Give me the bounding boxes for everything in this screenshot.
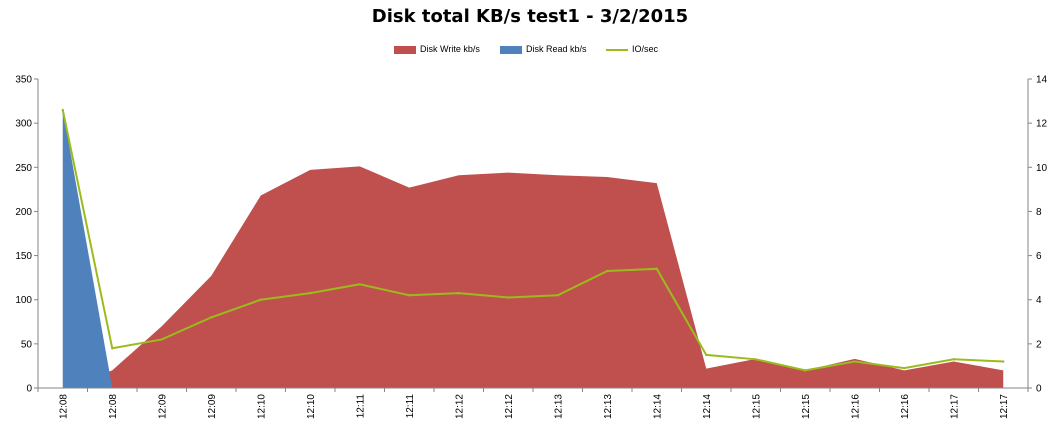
y-tick-label-left: 50: [21, 339, 33, 350]
x-tick-label: 12:10: [256, 394, 267, 419]
area-disk-write-kb-s: [62, 166, 1004, 388]
legend-item-disk-read: Disk Read kb/s: [500, 42, 587, 56]
point-io-sec: [408, 294, 411, 297]
x-tick-label: 12:16: [850, 394, 861, 419]
line-io-sec: [61, 109, 1004, 372]
y-tick-label-right: 12: [1036, 119, 1048, 130]
point-io-sec: [853, 360, 856, 363]
point-io-sec: [61, 108, 64, 112]
x-tick-label: 12:14: [702, 394, 713, 419]
x-tick-label: 12:15: [801, 394, 812, 419]
y-tick-label-left: 0: [26, 384, 32, 395]
legend-swatch-disk-read: [500, 45, 522, 54]
x-tick-label: 12:09: [207, 394, 218, 419]
legend-swatch-disk-write: [394, 45, 416, 54]
y-tick-label-left: 350: [15, 75, 32, 86]
y-tick-label-left: 100: [15, 295, 32, 306]
point-io-sec: [507, 296, 510, 299]
y-tick-label-right: 2: [1036, 339, 1042, 350]
x-tick-label: 12:14: [652, 394, 663, 419]
y-tick-label-left: 200: [15, 207, 32, 218]
legend-label-disk-write: Disk Write kb/s: [420, 44, 480, 54]
x-tick-label: 12:16: [900, 394, 911, 419]
chart-title: Disk total KB/s test1 - 3/2/2015: [371, 6, 689, 27]
y-tick-label-right: 0: [1036, 384, 1042, 395]
legend-item-io-sec: IO/sec: [606, 42, 658, 56]
point-io-sec: [111, 347, 114, 350]
y-tick-label-right: 4: [1036, 295, 1042, 306]
point-io-sec: [358, 283, 361, 286]
x-tick-label: 12:12: [454, 394, 465, 419]
y-tick-label-left: 300: [15, 119, 32, 130]
point-io-sec: [705, 353, 708, 357]
x-tick-label: 12:13: [553, 394, 564, 419]
legend-swatch-io-sec: [606, 48, 628, 51]
x-tick-label: 12:17: [999, 394, 1010, 419]
y-tick-label-right: 14: [1036, 75, 1048, 86]
x-tick-label: 12:08: [108, 394, 119, 419]
x-tick-label: 12:10: [306, 394, 317, 419]
x-tick-label: 12:12: [504, 394, 515, 419]
point-io-sec: [606, 269, 609, 273]
legend-item-disk-write: Disk Write kb/s: [394, 42, 480, 56]
point-io-sec: [457, 291, 460, 295]
x-tick-label: 12:11: [355, 394, 366, 419]
x-tick-label: 12:11: [405, 394, 416, 419]
point-io-sec: [1002, 360, 1005, 363]
x-tick-label: 12:09: [157, 394, 168, 419]
point-io-sec: [804, 369, 807, 372]
y-tick-label-right: 8: [1036, 207, 1042, 218]
x-tick-label: 12:13: [603, 394, 614, 419]
point-io-sec: [309, 291, 312, 295]
legend-label-disk-read: Disk Read kb/s: [526, 44, 587, 54]
point-io-sec: [210, 316, 213, 319]
legend-label-io-sec: IO/sec: [632, 44, 659, 54]
x-tick-label: 12:17: [949, 394, 960, 419]
x-tick-label: 12:15: [751, 394, 762, 419]
legend: Disk Write kb/s Disk Read kb/s IO/sec: [0, 42, 1060, 56]
point-io-sec: [754, 358, 757, 361]
y-tick-label-left: 150: [15, 251, 32, 262]
point-io-sec: [952, 358, 955, 361]
y-tick-label-right: 6: [1036, 251, 1042, 262]
y-tick-label-right: 10: [1036, 163, 1048, 174]
point-io-sec: [160, 338, 163, 341]
y-tick-label-left: 250: [15, 163, 32, 174]
point-io-sec: [903, 366, 906, 370]
point-io-sec: [259, 298, 262, 301]
point-io-sec: [556, 294, 559, 297]
x-tick-label: 12:08: [58, 394, 69, 419]
point-io-sec: [655, 267, 658, 271]
